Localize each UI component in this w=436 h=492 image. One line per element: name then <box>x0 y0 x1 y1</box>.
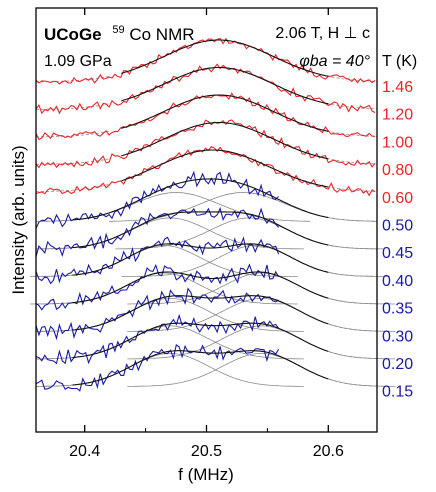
spectrum-0_15 <box>35 343 396 392</box>
spectrum-0_40 <box>29 236 390 285</box>
fit-curve <box>121 39 329 77</box>
y-axis-label: Intensity (arb. units) <box>9 145 28 294</box>
spectrum-0_20 <box>35 313 396 365</box>
temperature-label: 0.20 <box>382 356 413 373</box>
measured-trace <box>35 119 376 169</box>
measured-trace <box>35 63 376 115</box>
spectrum-0_30 <box>35 287 396 341</box>
spectrum-0_80 <box>35 119 378 169</box>
component-peak <box>127 298 396 332</box>
measured-trace <box>35 170 279 229</box>
measured-trace <box>35 146 376 197</box>
fit-curve <box>72 322 329 359</box>
temperature-label: 0.60 <box>382 190 413 207</box>
fit-curve <box>121 94 329 132</box>
component-peak <box>127 353 396 387</box>
measured-trace <box>35 263 280 311</box>
temperature-label: 0.50 <box>382 218 413 235</box>
temperature-label: 0.30 <box>382 328 413 345</box>
temperature-label: 0.40 <box>382 273 413 290</box>
temperature-label: 0.15 <box>382 384 413 401</box>
x-axis-ticks: 20.4 20.5 20.6 <box>69 8 344 460</box>
fit-curve <box>72 243 329 276</box>
spectrum-1_00 <box>35 92 378 141</box>
sample-name: UCoGe <box>44 25 102 44</box>
fit-curve <box>72 350 329 386</box>
spectrum-1_20 <box>35 63 378 115</box>
background-tail <box>279 275 378 305</box>
temperature-label: 1.00 <box>382 134 413 151</box>
nucleus-mass: 59 <box>112 24 124 36</box>
nucleus-name: Co NMR <box>129 25 194 44</box>
background-tail <box>279 300 378 332</box>
angle-label: φba = 40° <box>299 53 370 70</box>
pressure-label: 1.09 GPa <box>44 53 112 70</box>
background-tail <box>36 103 110 110</box>
component-peak <box>42 192 310 222</box>
fit-curve <box>121 121 329 160</box>
background-tail <box>279 141 378 165</box>
fit-curve <box>72 211 329 249</box>
spectrum-1_46 <box>35 37 378 85</box>
spectrum-0_45 <box>35 206 384 257</box>
temperature-labels: 1.46 1.20 1.00 0.80 0.60 0.50 0.45 0.40 0.35 0.30… <box>382 79 413 401</box>
component-peak <box>121 244 390 277</box>
x-tick-label: 20.5 <box>191 443 222 460</box>
temperature-header: T (K) <box>382 53 417 70</box>
background-tail <box>279 113 378 137</box>
background-tail <box>279 199 377 222</box>
measured-trace <box>35 92 376 141</box>
spectrum-0_35 <box>29 263 396 311</box>
fit-curve <box>121 149 329 188</box>
fit-curve <box>121 66 329 105</box>
spectrum-0_50 <box>35 170 377 229</box>
component-peak <box>127 325 396 360</box>
measured-trace <box>35 343 280 392</box>
temperature-label: 1.46 <box>382 79 413 96</box>
measured-trace <box>35 206 280 257</box>
temperature-label: 0.45 <box>382 245 413 262</box>
temperature-label: 0.35 <box>382 301 413 318</box>
x-axis-label: f (MHz) <box>178 465 234 484</box>
measured-trace <box>35 287 279 341</box>
component-peak <box>109 192 377 222</box>
component-peak <box>29 272 298 305</box>
component-peak <box>127 272 396 305</box>
background-tail <box>279 355 378 387</box>
temperature-label: 0.80 <box>382 162 413 179</box>
component-peak <box>36 353 304 387</box>
fit-curve <box>72 271 329 304</box>
spectrum-0_60 <box>35 146 377 197</box>
plot-frame <box>35 7 378 433</box>
background-tail <box>279 328 378 360</box>
measured-trace <box>35 37 376 85</box>
measured-trace <box>35 313 280 365</box>
field-label: 2.06 T, H ⊥ c <box>275 25 370 42</box>
x-tick-label: 20.6 <box>313 443 344 460</box>
sample-label: UCoGe 59 Co NMR <box>44 18 195 44</box>
x-tick-label: 20.4 <box>69 443 100 460</box>
fit-curve <box>72 295 329 331</box>
fit-curve <box>72 178 329 221</box>
temperature-label: 1.20 <box>382 107 413 124</box>
spectra-traces <box>29 37 396 392</box>
